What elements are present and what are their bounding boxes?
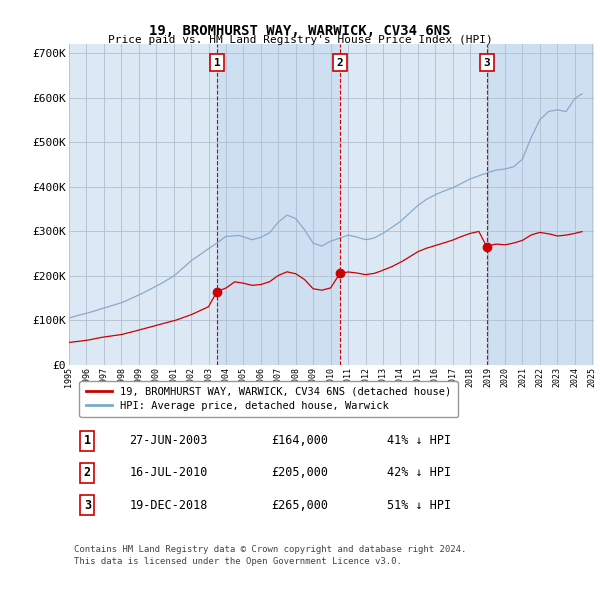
Text: 19-DEC-2018: 19-DEC-2018 xyxy=(130,499,208,512)
Text: 16-JUL-2010: 16-JUL-2010 xyxy=(130,467,208,480)
Text: 27-JUN-2003: 27-JUN-2003 xyxy=(130,434,208,447)
Text: Contains HM Land Registry data © Crown copyright and database right 2024.
This d: Contains HM Land Registry data © Crown c… xyxy=(74,545,467,566)
Legend: 19, BROMHURST WAY, WARWICK, CV34 6NS (detached house), HPI: Average price, detac: 19, BROMHURST WAY, WARWICK, CV34 6NS (de… xyxy=(79,381,458,417)
Text: 1: 1 xyxy=(214,58,220,68)
Bar xyxy=(487,44,592,365)
Text: 41% ↓ HPI: 41% ↓ HPI xyxy=(386,434,451,447)
Text: 42% ↓ HPI: 42% ↓ HPI xyxy=(386,467,451,480)
Text: £164,000: £164,000 xyxy=(271,434,328,447)
Text: 1: 1 xyxy=(84,434,91,447)
Text: 2: 2 xyxy=(337,58,343,68)
Bar xyxy=(217,44,340,365)
Text: £265,000: £265,000 xyxy=(271,499,328,512)
Text: 19, BROMHURST WAY, WARWICK, CV34 6NS: 19, BROMHURST WAY, WARWICK, CV34 6NS xyxy=(149,24,451,38)
Text: 3: 3 xyxy=(84,499,91,512)
Text: 3: 3 xyxy=(484,58,490,68)
Text: £205,000: £205,000 xyxy=(271,467,328,480)
Text: Price paid vs. HM Land Registry's House Price Index (HPI): Price paid vs. HM Land Registry's House … xyxy=(107,35,493,45)
Text: 2: 2 xyxy=(84,467,91,480)
Text: 51% ↓ HPI: 51% ↓ HPI xyxy=(386,499,451,512)
